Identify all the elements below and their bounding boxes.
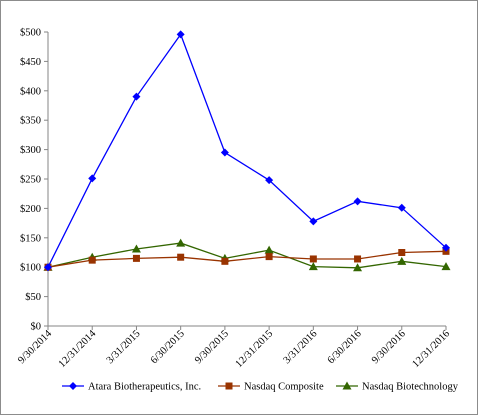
- data-point-atara-biotherapeutics-inc: [176, 30, 185, 39]
- y-tick-label: $400: [20, 86, 41, 97]
- data-point-nasdaq-composite: [265, 253, 273, 261]
- data-point-atara-biotherapeutics-inc: [88, 174, 97, 183]
- y-tick-label: $500: [20, 28, 41, 39]
- x-tick-label: 12/31/2014: [57, 328, 99, 370]
- x-tick-label: 9/30/2016: [370, 328, 408, 366]
- data-point-nasdaq-biotechnology: [353, 263, 363, 272]
- y-tick-label: $0: [31, 322, 42, 333]
- data-point-nasdaq-biotechnology: [176, 238, 186, 247]
- data-point-nasdaq-biotechnology: [308, 262, 318, 271]
- y-tick-label: $50: [25, 292, 41, 303]
- y-tick-label: $100: [20, 263, 41, 274]
- x-tick-label: 3/31/2015: [105, 328, 143, 366]
- legend-label-nasdaq-biotechnology: Nasdaq Biotechnology: [362, 382, 459, 393]
- legend-label-atara-biotherapeutics-inc: Atara Biotherapeutics, Inc.: [88, 382, 201, 393]
- legend-marker-nasdaq-biotechnology: [342, 381, 352, 390]
- x-tick-label: 12/31/2015: [234, 328, 276, 370]
- series-line-atara-biotherapeutics-inc: [47, 32, 447, 268]
- x-tick-label: 3/31/2016: [282, 328, 320, 366]
- data-point-nasdaq-composite: [132, 254, 140, 262]
- legend-marker-nasdaq-composite: [225, 382, 233, 390]
- data-point-nasdaq-composite: [354, 255, 362, 263]
- series-line-nasdaq-biotechnology: [47, 242, 447, 269]
- y-tick-label: $250: [20, 175, 41, 186]
- y-tick-label: $450: [20, 57, 41, 68]
- data-point-atara-biotherapeutics-inc: [397, 203, 406, 212]
- data-point-atara-biotherapeutics-inc: [132, 92, 141, 101]
- y-tick-label: $200: [20, 204, 41, 215]
- legend-marker-atara-biotherapeutics-inc: [69, 382, 77, 390]
- x-tick-label: 6/30/2015: [149, 328, 187, 366]
- data-point-atara-biotherapeutics-inc: [442, 243, 450, 252]
- legend-label-nasdaq-composite: Nasdaq Composite: [244, 382, 324, 393]
- data-point-atara-biotherapeutics-inc: [309, 217, 318, 226]
- data-point-nasdaq-composite: [88, 256, 96, 264]
- series-line-nasdaq-composite: [47, 250, 447, 268]
- x-tick-label: 9/30/2014: [16, 328, 54, 366]
- data-point-nasdaq-composite: [398, 249, 406, 256]
- x-tick-label: 12/31/2016: [411, 328, 453, 370]
- y-tick-label: $150: [20, 233, 41, 244]
- data-point-atara-biotherapeutics-inc: [44, 263, 52, 272]
- x-tick-label: 9/30/2015: [193, 328, 231, 366]
- data-point-nasdaq-composite: [177, 253, 185, 261]
- y-tick-label: $350: [20, 116, 41, 127]
- data-point-nasdaq-biotechnology: [264, 245, 274, 254]
- data-point-atara-biotherapeutics-inc: [265, 176, 274, 185]
- y-tick-label: $300: [20, 145, 41, 156]
- x-tick-label: 6/30/2016: [326, 328, 364, 366]
- data-point-atara-biotherapeutics-inc: [353, 197, 362, 206]
- data-point-nasdaq-composite: [309, 255, 317, 263]
- data-point-nasdaq-composite: [221, 257, 229, 265]
- data-point-nasdaq-biotechnology: [131, 244, 141, 253]
- data-point-nasdaq-biotechnology: [397, 256, 407, 265]
- data-point-nasdaq-biotechnology: [441, 262, 451, 271]
- data-point-atara-biotherapeutics-inc: [220, 148, 229, 157]
